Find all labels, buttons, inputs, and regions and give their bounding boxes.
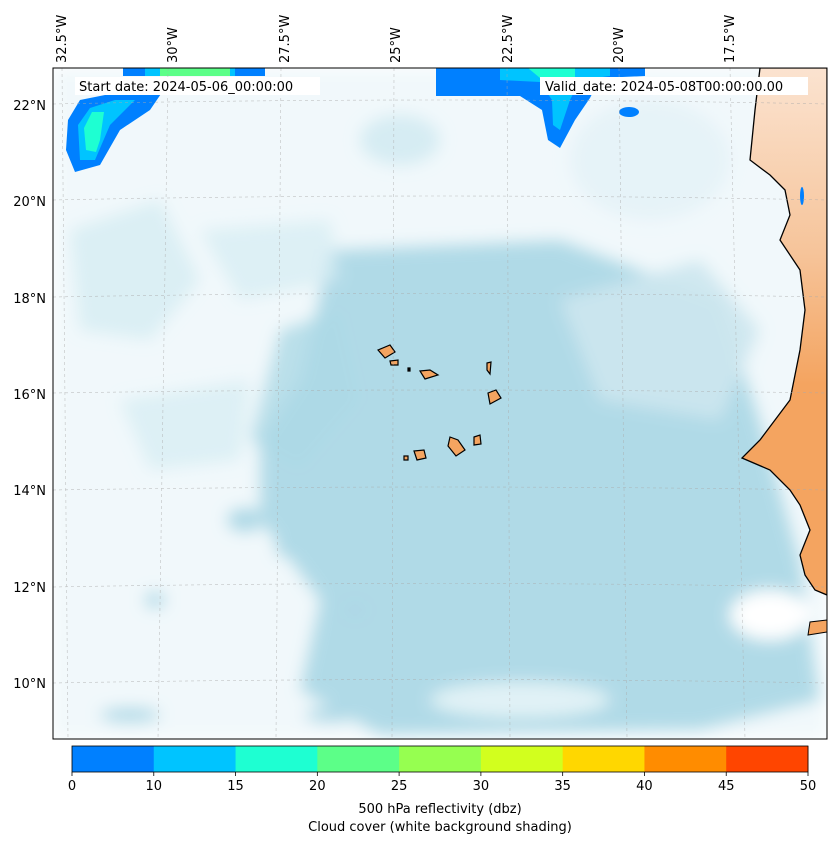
lon-label: 17.5°W <box>723 15 738 63</box>
colorbar-ticks: 0 10 15 20 25 30 35 40 45 50 <box>68 772 816 794</box>
colorbar: 0 10 15 20 25 30 35 40 45 50 500 hPa reflectivity… <box>68 745 816 835</box>
lat-label: 16°N <box>13 388 46 403</box>
lon-label: 20°W <box>612 27 627 63</box>
colorbar-bin <box>480 746 564 772</box>
colorbar-bin <box>562 746 645 772</box>
cape-verde-islands <box>376 344 502 461</box>
graticule <box>53 68 827 739</box>
colorbar-bins <box>72 746 809 772</box>
colorbar-bin <box>726 746 809 772</box>
latitude-labels: 22°N 20°N 18°N 16°N 14°N 12°N 10°N <box>13 99 46 692</box>
colorbar-bin <box>72 746 155 772</box>
colorbar-tick-label: 50 <box>800 779 817 794</box>
lon-label: 30°W <box>166 27 181 63</box>
lat-label: 14°N <box>13 484 46 499</box>
longitude-labels: 32.5°W 30°W 27.5°W 25°W 22.5°W 20°W 17.5… <box>55 15 738 63</box>
colorbar-tick-label: 10 <box>146 779 163 794</box>
colorbar-bin <box>399 746 482 772</box>
colorbar-bin <box>317 746 400 772</box>
colorbar-label-secondary: Cloud cover (white background shading) <box>308 820 572 835</box>
colorbar-bin <box>235 746 318 772</box>
colorbar-tick-label: 35 <box>554 779 571 794</box>
lat-label: 20°N <box>13 195 46 210</box>
colorbar-bin <box>644 746 727 772</box>
lat-label: 22°N <box>13 99 46 114</box>
map-border <box>52 67 828 740</box>
colorbar-tick-label: 0 <box>68 779 76 794</box>
lon-label: 22.5°W <box>501 15 516 63</box>
lat-label: 12°N <box>13 581 46 596</box>
map-area <box>53 68 827 739</box>
start-date-text: Start date: 2024-05-06_00:00:00 <box>79 80 293 95</box>
lon-label: 25°W <box>389 27 404 63</box>
lon-label: 27.5°W <box>278 15 293 63</box>
cloud-cover-shading <box>53 68 827 739</box>
valid-date-text: Valid_date: 2024-05-08T00:00:00.00 <box>545 80 783 95</box>
colorbar-tick-label: 45 <box>718 779 735 794</box>
annotations: Start date: 2024-05-06_00:00:00 Valid_da… <box>75 77 808 95</box>
colorbar-bin <box>153 746 237 772</box>
lon-label: 32.5°W <box>55 15 70 63</box>
colorbar-label-primary: 500 hPa reflectivity (dbz) <box>358 802 521 817</box>
colorbar-tick-label: 15 <box>227 779 244 794</box>
colorbar-tick-label: 20 <box>309 779 326 794</box>
colorbar-frame <box>71 745 809 773</box>
colorbar-tick-label: 40 <box>636 779 653 794</box>
colorbar-tick-label: 30 <box>473 779 490 794</box>
lat-label: 10°N <box>13 677 46 692</box>
lat-label: 18°N <box>13 292 46 307</box>
colorbar-tick-label: 25 <box>391 779 408 794</box>
